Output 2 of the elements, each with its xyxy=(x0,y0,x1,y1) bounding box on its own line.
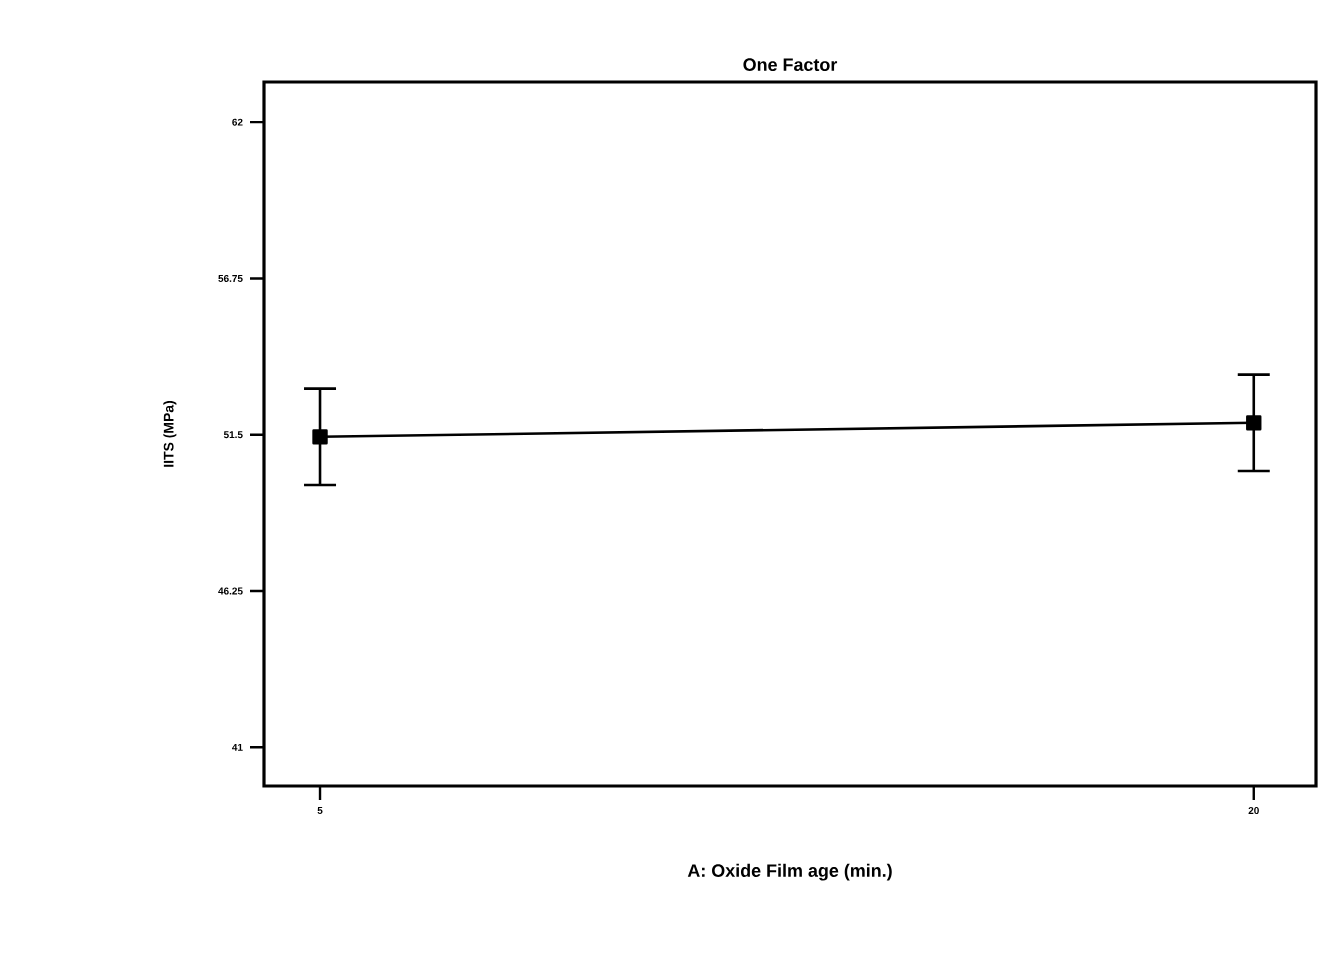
x-axis-title: A: Oxide Film age (min.) xyxy=(687,863,892,881)
chart-title: One Factor xyxy=(743,58,838,72)
